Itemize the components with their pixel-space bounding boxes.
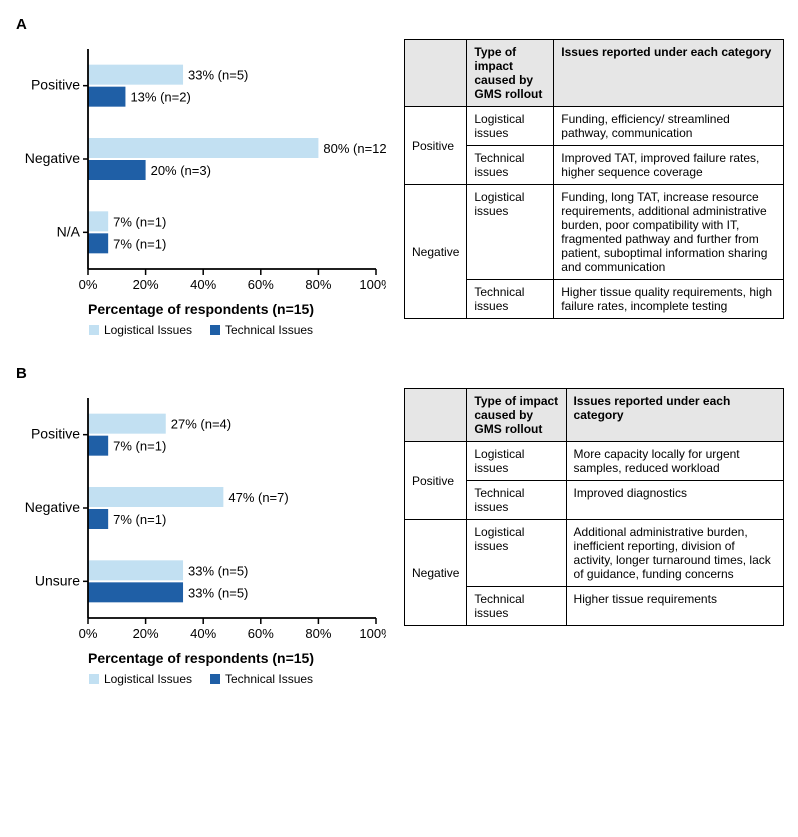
chart-a: 0% 20% 40% 60% 80% 100% Positive 33% (n=5) 13% (…	[16, 39, 386, 337]
legend-label-technical: Technical Issues	[225, 323, 313, 337]
svg-text:Negative: Negative	[25, 499, 80, 515]
legend-swatch-logistical-icon	[89, 325, 99, 335]
svg-text:0%: 0%	[79, 626, 98, 641]
issues-cell: Additional administrative burden, ineffi…	[566, 520, 783, 587]
svg-text:33% (n=5): 33% (n=5)	[188, 563, 248, 578]
sentiment-cell: Negative	[405, 185, 467, 319]
issues-cell: Improved TAT, improved failure rates, hi…	[554, 146, 784, 185]
svg-text:7% (n=1): 7% (n=1)	[113, 439, 166, 454]
svg-text:40%: 40%	[190, 626, 216, 641]
issues-cell: Improved diagnostics	[566, 481, 783, 520]
legend-swatch-technical-icon	[210, 325, 220, 335]
legend-item-logistical: Logistical Issues	[89, 672, 192, 686]
impact-type-cell: Technical issues	[467, 587, 566, 626]
table-row: NegativeLogistical issuesFunding, long T…	[405, 185, 784, 280]
legend-label-logistical: Logistical Issues	[104, 672, 192, 686]
impact-type-cell: Technical issues	[467, 146, 554, 185]
svg-text:27% (n=4): 27% (n=4)	[171, 417, 231, 432]
legend-swatch-logistical-icon	[89, 674, 99, 684]
chart-a-legend: Logistical Issues Technical Issues	[16, 323, 386, 337]
table-header: Issues reported under each category	[566, 389, 783, 442]
impact-type-cell: Logistical issues	[467, 185, 554, 280]
panel-a-label: A	[16, 16, 782, 33]
issues-cell: Higher tissue requirements	[566, 587, 783, 626]
panel-a: A 0% 20% 40% 60% 80% 100% Positive 33% (n=5) 13%…	[16, 16, 782, 337]
chart-b-xlabel: Percentage of respondents (n=15)	[16, 650, 386, 666]
svg-text:N/A: N/A	[57, 223, 81, 239]
table-header: Type of impact caused by GMS rollout	[467, 389, 566, 442]
chart-a-svg: 0% 20% 40% 60% 80% 100% Positive 33% (n=5) 13% (…	[16, 39, 386, 299]
svg-text:47% (n=7): 47% (n=7)	[228, 490, 288, 505]
table-row: PositiveLogistical issuesMore capacity l…	[405, 442, 784, 481]
sentiment-cell: Positive	[405, 107, 467, 185]
panel-b: B 0% 20% 40% 60% 80% 100% Positive 27% (n=4) 7% …	[16, 365, 782, 686]
svg-text:60%: 60%	[248, 626, 274, 641]
chart-b-svg: 0% 20% 40% 60% 80% 100% Positive 27% (n=4) 7% (n…	[16, 388, 386, 648]
svg-text:Positive: Positive	[31, 426, 80, 442]
panel-b-label: B	[16, 365, 782, 382]
svg-text:100%: 100%	[359, 626, 386, 641]
table-header	[405, 40, 467, 107]
svg-text:20%: 20%	[133, 277, 159, 292]
svg-text:33% (n=5): 33% (n=5)	[188, 68, 248, 83]
table-header: Issues reported under each category	[554, 40, 784, 107]
legend-item-technical: Technical Issues	[210, 672, 313, 686]
svg-text:Positive: Positive	[31, 77, 80, 93]
issues-cell: Funding, long TAT, increase resource req…	[554, 185, 784, 280]
impact-type-cell: Logistical issues	[467, 107, 554, 146]
issues-cell: Higher tissue quality requirements, high…	[554, 280, 784, 319]
svg-text:80%: 80%	[305, 277, 331, 292]
svg-text:7% (n=1): 7% (n=1)	[113, 214, 166, 229]
impact-type-cell: Logistical issues	[467, 442, 566, 481]
impact-type-cell: Logistical issues	[467, 520, 566, 587]
chart-b-legend: Logistical Issues Technical Issues	[16, 672, 386, 686]
chart-a-xlabel: Percentage of respondents (n=15)	[16, 301, 386, 317]
table-a: Type of impact caused by GMS rolloutIssu…	[404, 39, 784, 319]
svg-text:20%: 20%	[133, 626, 159, 641]
impact-type-cell: Technical issues	[467, 280, 554, 319]
table-row: NegativeLogistical issuesAdditional admi…	[405, 520, 784, 587]
svg-text:80%: 80%	[305, 626, 331, 641]
svg-text:80% (n=12): 80% (n=12)	[323, 141, 386, 156]
impact-type-cell: Technical issues	[467, 481, 566, 520]
table-row: PositiveLogistical issuesFunding, effici…	[405, 107, 784, 146]
legend-swatch-technical-icon	[210, 674, 220, 684]
svg-text:40%: 40%	[190, 277, 216, 292]
sentiment-cell: Positive	[405, 442, 467, 520]
svg-text:7% (n=1): 7% (n=1)	[113, 236, 166, 251]
svg-text:13% (n=2): 13% (n=2)	[130, 90, 190, 105]
svg-text:Unsure: Unsure	[35, 572, 80, 588]
table-b: Type of impact caused by GMS rolloutIssu…	[404, 388, 784, 626]
legend-item-technical: Technical Issues	[210, 323, 313, 337]
svg-text:60%: 60%	[248, 277, 274, 292]
svg-text:20% (n=3): 20% (n=3)	[151, 163, 211, 178]
svg-text:Negative: Negative	[25, 150, 80, 166]
legend-label-technical: Technical Issues	[225, 672, 313, 686]
table-header: Type of impact caused by GMS rollout	[467, 40, 554, 107]
sentiment-cell: Negative	[405, 520, 467, 626]
svg-text:33% (n=5): 33% (n=5)	[188, 585, 248, 600]
table-header	[405, 389, 467, 442]
issues-cell: More capacity locally for urgent samples…	[566, 442, 783, 481]
legend-item-logistical: Logistical Issues	[89, 323, 192, 337]
chart-b: 0% 20% 40% 60% 80% 100% Positive 27% (n=4) 7% (n…	[16, 388, 386, 686]
svg-text:7% (n=1): 7% (n=1)	[113, 512, 166, 527]
svg-text:100%: 100%	[359, 277, 386, 292]
svg-text:0%: 0%	[79, 277, 98, 292]
legend-label-logistical: Logistical Issues	[104, 323, 192, 337]
issues-cell: Funding, efficiency/ streamlined pathway…	[554, 107, 784, 146]
